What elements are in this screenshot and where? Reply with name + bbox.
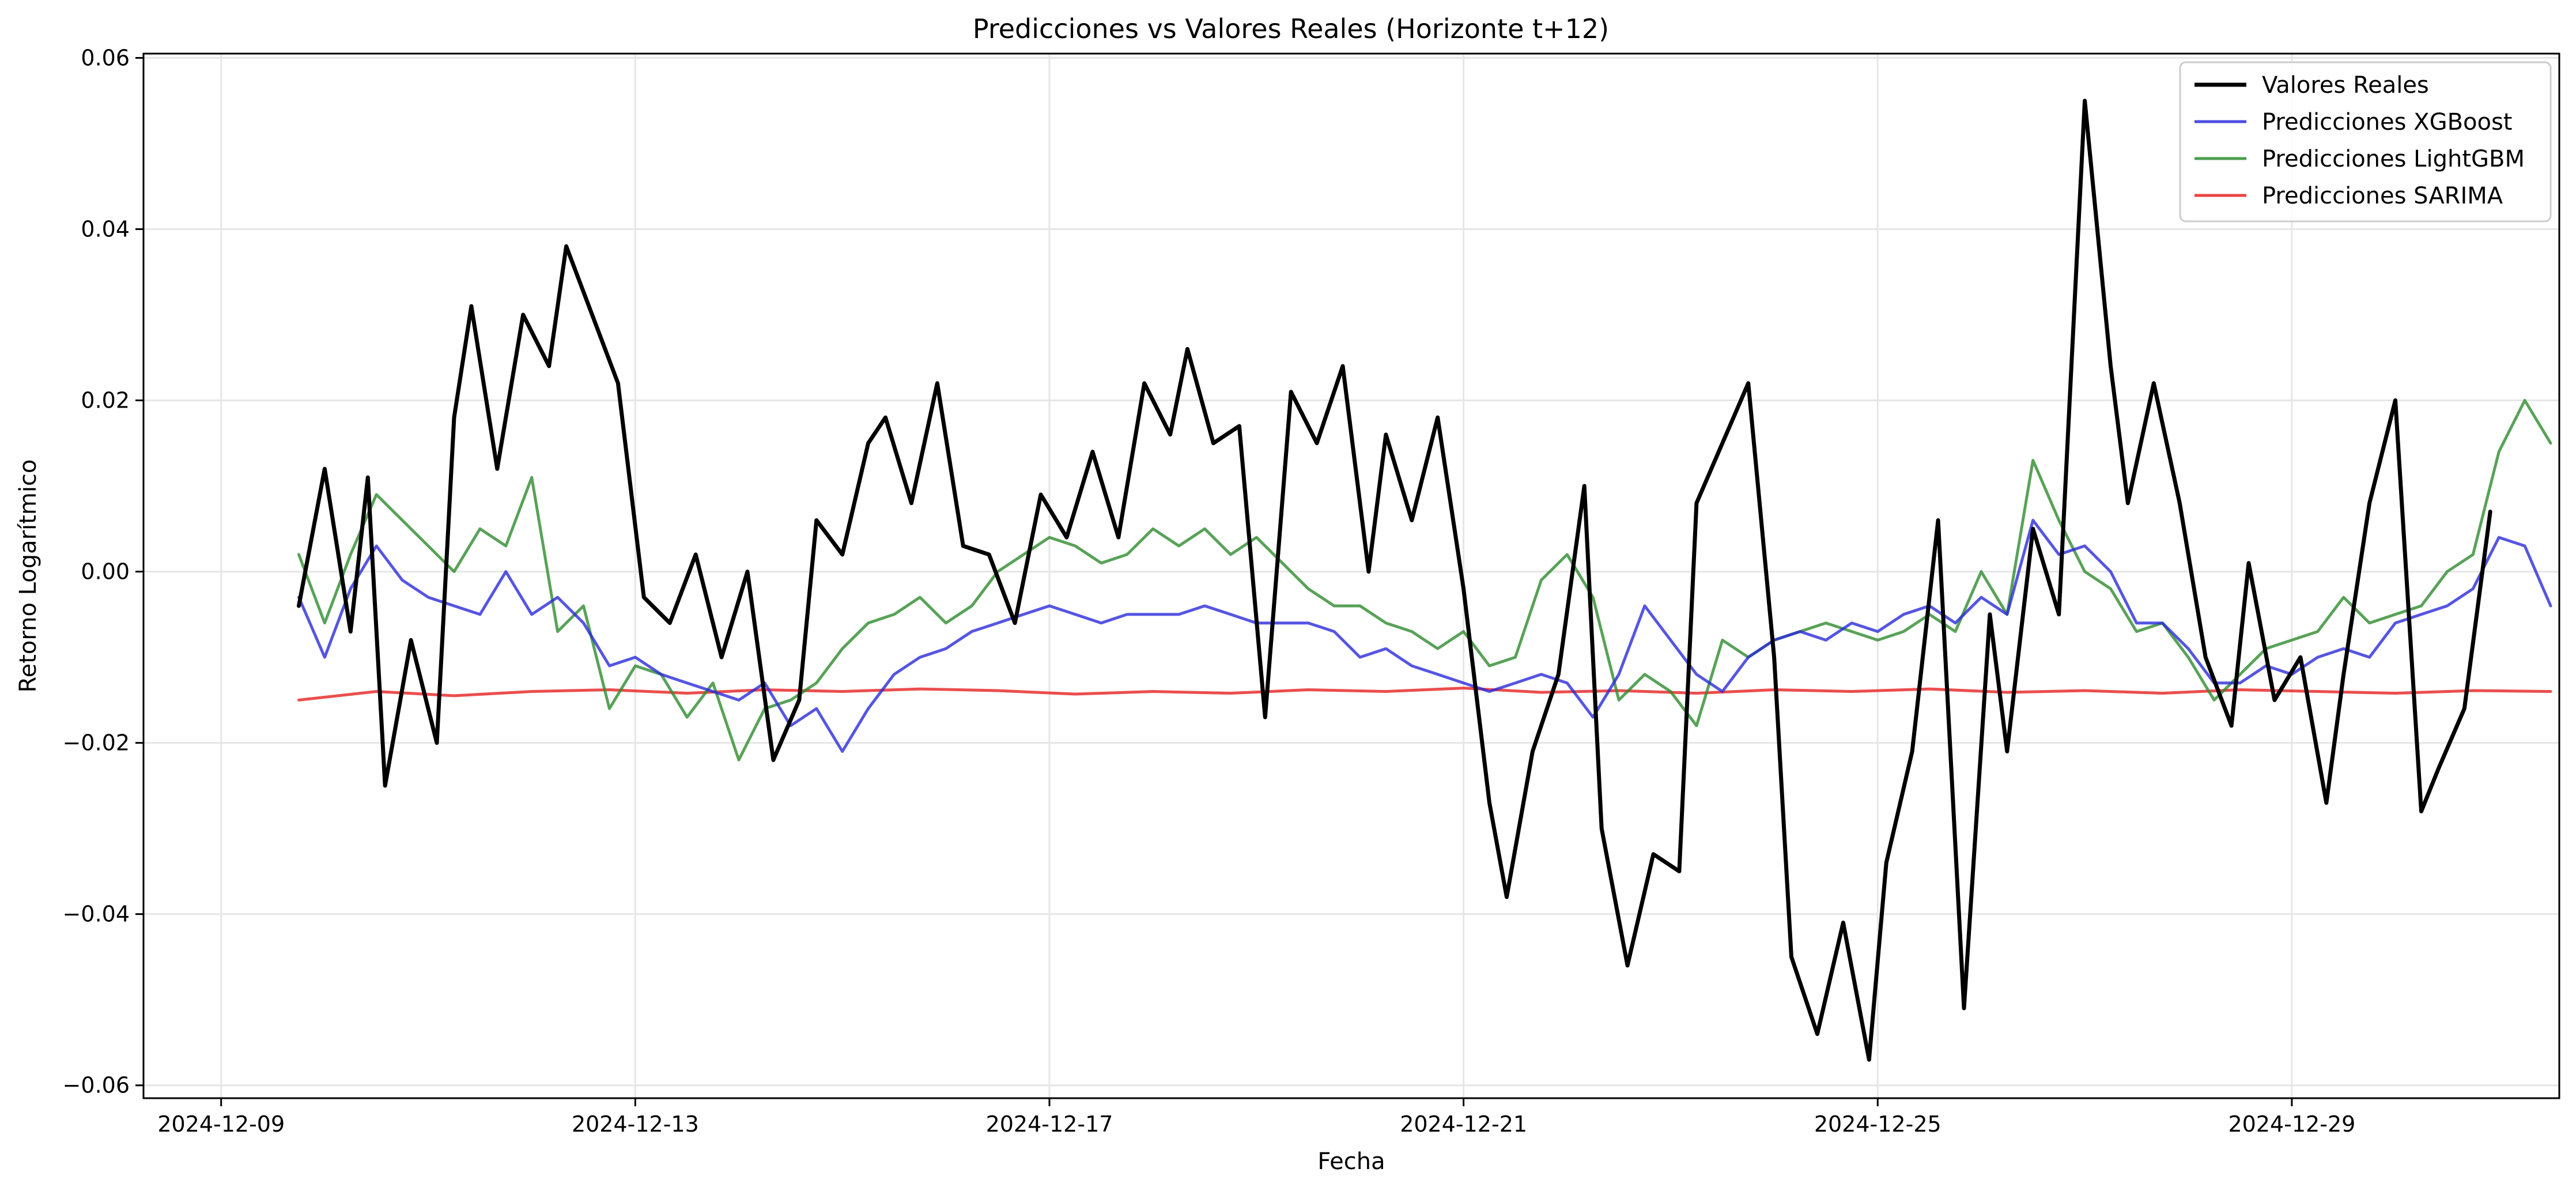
- legend-label: Predicciones SARIMA: [2262, 183, 2503, 209]
- x-tick-label: 2024-12-17: [986, 1111, 1113, 1137]
- y-axis-ticks: 0.06 0.04 0.02 0.00 −0.02 −0.04 −0.06: [63, 45, 143, 1098]
- x-tick-label: 2024-12-25: [1814, 1111, 1942, 1137]
- y-tick-label: 0.00: [81, 559, 130, 585]
- x-tick-label: 2024-12-09: [157, 1111, 285, 1137]
- y-axis-label: Retorno Logarítmico: [15, 459, 41, 693]
- legend-label: Predicciones XGBoost: [2262, 109, 2513, 135]
- series-line-predicciones-sarima: [297, 687, 2552, 702]
- series-line-valores-reales: [297, 99, 2492, 1062]
- legend-item: Valores Reales: [2194, 72, 2429, 99]
- x-axis-label: Fecha: [1317, 1148, 1385, 1175]
- x-tick-label: 2024-12-29: [2228, 1111, 2355, 1137]
- plot-frame: [142, 52, 2560, 1099]
- chart-title: Predicciones vs Valores Reales (Horizont…: [973, 13, 1609, 44]
- y-tick-label: 0.02: [81, 388, 130, 413]
- legend: Valores Reales Predicciones XGBoost Pred…: [2179, 61, 2552, 223]
- legend-item: Predicciones LightGBM: [2194, 146, 2525, 172]
- x-axis-ticks: 2024-12-09 2024-12-13 2024-12-17 2024-12-21…: [157, 1098, 2355, 1137]
- plot-background: [143, 54, 2559, 1098]
- y-tick-label: −0.04: [63, 902, 130, 927]
- y-tick-label: −0.06: [63, 1073, 130, 1098]
- series-line-predicciones-lightgbm: [297, 399, 2552, 762]
- legend-label: Valores Reales: [2262, 72, 2429, 99]
- plot-area: 2024-12-09 2024-12-13 2024-12-17 2024-12-21…: [63, 45, 2560, 1137]
- series-lines: [297, 99, 2552, 1062]
- x-tick-label: 2024-12-21: [1400, 1111, 1527, 1137]
- legend-label: Predicciones LightGBM: [2262, 146, 2525, 172]
- y-tick-label: 0.06: [81, 45, 130, 70]
- legend-item: Predicciones SARIMA: [2194, 183, 2503, 209]
- y-tick-label: 0.04: [81, 216, 130, 242]
- x-tick-label: 2024-12-13: [572, 1111, 699, 1137]
- y-tick-label: −0.02: [63, 730, 130, 756]
- legend-box: [2179, 61, 2552, 223]
- series-line-predicciones-xgboost: [297, 519, 2552, 753]
- legend-item: Predicciones XGBoost: [2194, 109, 2513, 135]
- grid: [143, 54, 2559, 1098]
